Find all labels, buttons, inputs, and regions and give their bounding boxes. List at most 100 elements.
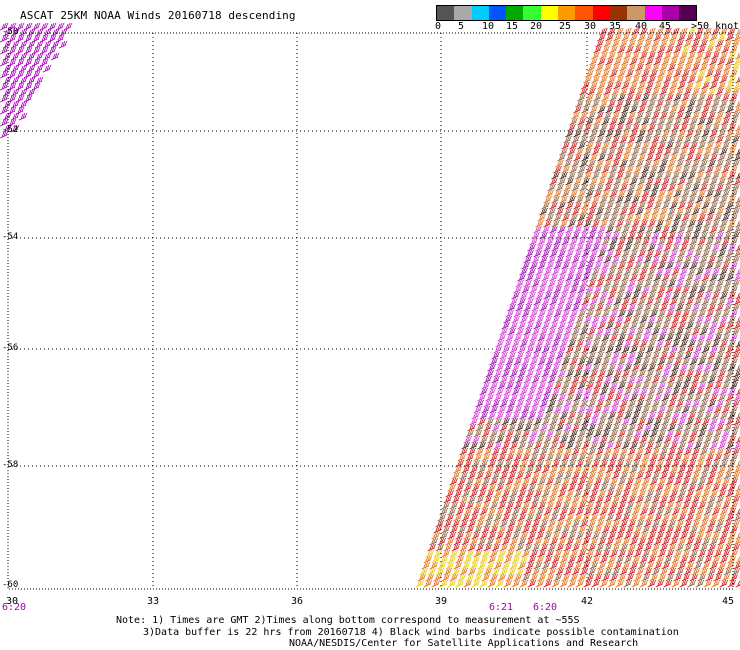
- wind-barb: [587, 279, 596, 288]
- wind-barb: [563, 159, 572, 168]
- wind-barb: [607, 507, 616, 516]
- wind-barb: [519, 339, 528, 348]
- wind-barb: [559, 579, 569, 588]
- wind-barb: [539, 423, 548, 432]
- color-scale-swatch: [488, 6, 507, 20]
- wind-barb: [449, 573, 459, 582]
- wind-barb: [705, 93, 714, 102]
- wind-barb: [665, 501, 674, 510]
- wind-barb: [711, 315, 720, 324]
- wind-barb: [471, 435, 480, 444]
- wind-barb: [725, 345, 734, 354]
- wind-barb: [647, 291, 656, 300]
- wind-barb: [643, 495, 652, 504]
- wind-barb: [713, 381, 722, 390]
- wind-barb: [621, 369, 630, 378]
- wind-barb: [643, 375, 652, 384]
- wind-barb: [607, 411, 616, 420]
- wind-barb: [515, 567, 525, 576]
- wind-barb: [733, 369, 740, 378]
- wind-barb: [727, 195, 736, 204]
- wind-barb: [551, 363, 560, 372]
- wind-barb: [507, 447, 516, 456]
- wind-barb: [655, 339, 664, 348]
- wind-barb: [567, 579, 577, 588]
- wind-barb: [725, 129, 734, 138]
- wind-barb: [529, 237, 538, 246]
- wind-barb: [653, 105, 662, 114]
- wind-barb: [683, 567, 693, 576]
- wind-barb: [565, 561, 575, 570]
- wind-barb: [699, 567, 709, 576]
- wind-barb: [635, 39, 644, 48]
- wind-barb: [701, 225, 710, 234]
- wind-barb: [537, 573, 547, 582]
- wind-barb: [707, 87, 716, 96]
- wind-barb: [679, 75, 688, 84]
- wind-barb: [647, 531, 656, 540]
- wind-barb: [603, 39, 612, 48]
- wind-barb: [709, 249, 718, 258]
- wind-barb: [703, 75, 712, 84]
- wind-barb: [497, 549, 507, 558]
- wind-barb: [569, 429, 578, 438]
- wind-barb: [533, 417, 542, 426]
- wind-barb: [573, 417, 582, 426]
- wind-barb: [531, 399, 540, 408]
- wind-barb: [607, 363, 616, 372]
- wind-barb: [15, 58, 25, 67]
- wind-barb: [559, 243, 568, 252]
- wind-barb: [663, 195, 672, 204]
- wind-barb: [731, 279, 740, 288]
- wind-barb: [519, 411, 528, 420]
- wind-barb: [585, 141, 594, 150]
- wind-barb: [511, 339, 520, 348]
- wind-barb: [651, 327, 660, 336]
- wind-barb: [705, 117, 714, 126]
- wind-barb: [595, 543, 605, 552]
- wind-barb: [519, 387, 528, 396]
- wind-barb: [613, 513, 622, 522]
- wind-barb: [695, 483, 704, 492]
- wind-barb: [661, 33, 670, 42]
- wind-barb: [465, 477, 474, 486]
- wind-barb: [627, 543, 637, 552]
- wind-barb: [635, 87, 644, 96]
- wind-barb: [519, 579, 529, 588]
- wind-barb: [607, 171, 616, 180]
- wind-barb: [551, 483, 560, 492]
- wind-barb: [669, 297, 678, 306]
- wind-barb: [683, 519, 692, 528]
- wind-barb: [629, 321, 638, 330]
- wind-barb: [681, 573, 691, 582]
- wind-barb: [731, 543, 740, 552]
- wind-barb: [567, 387, 576, 396]
- wind-barb: [735, 364, 740, 372]
- wind-barb: [645, 177, 654, 186]
- wind-barb: [513, 357, 522, 366]
- color-scale-swatch: [627, 6, 645, 20]
- wind-barb: [643, 135, 652, 144]
- wind-barb: [487, 555, 497, 564]
- wind-barb: [517, 537, 526, 546]
- wind-barb: [513, 501, 522, 510]
- wind-barb: [553, 573, 563, 582]
- wind-barb: [647, 51, 656, 60]
- wind-barb: [545, 381, 554, 390]
- wind-barb: [673, 141, 682, 150]
- wind-barb: [687, 171, 696, 180]
- wind-barb: [713, 165, 722, 174]
- wind-barb: [729, 573, 739, 582]
- wind-barb: [573, 153, 582, 162]
- wind-barb: [673, 213, 682, 222]
- wind-barb: [671, 459, 680, 468]
- wind-barb: [711, 363, 720, 372]
- wind-barb: [717, 297, 726, 306]
- wind-barb: [657, 429, 666, 438]
- wind-barb: [665, 165, 674, 174]
- wind-barb: [641, 381, 650, 390]
- wind-barb: [489, 525, 498, 534]
- wind-barb: [645, 273, 654, 282]
- wind-barb: [721, 261, 730, 270]
- wind-barb: [651, 255, 660, 264]
